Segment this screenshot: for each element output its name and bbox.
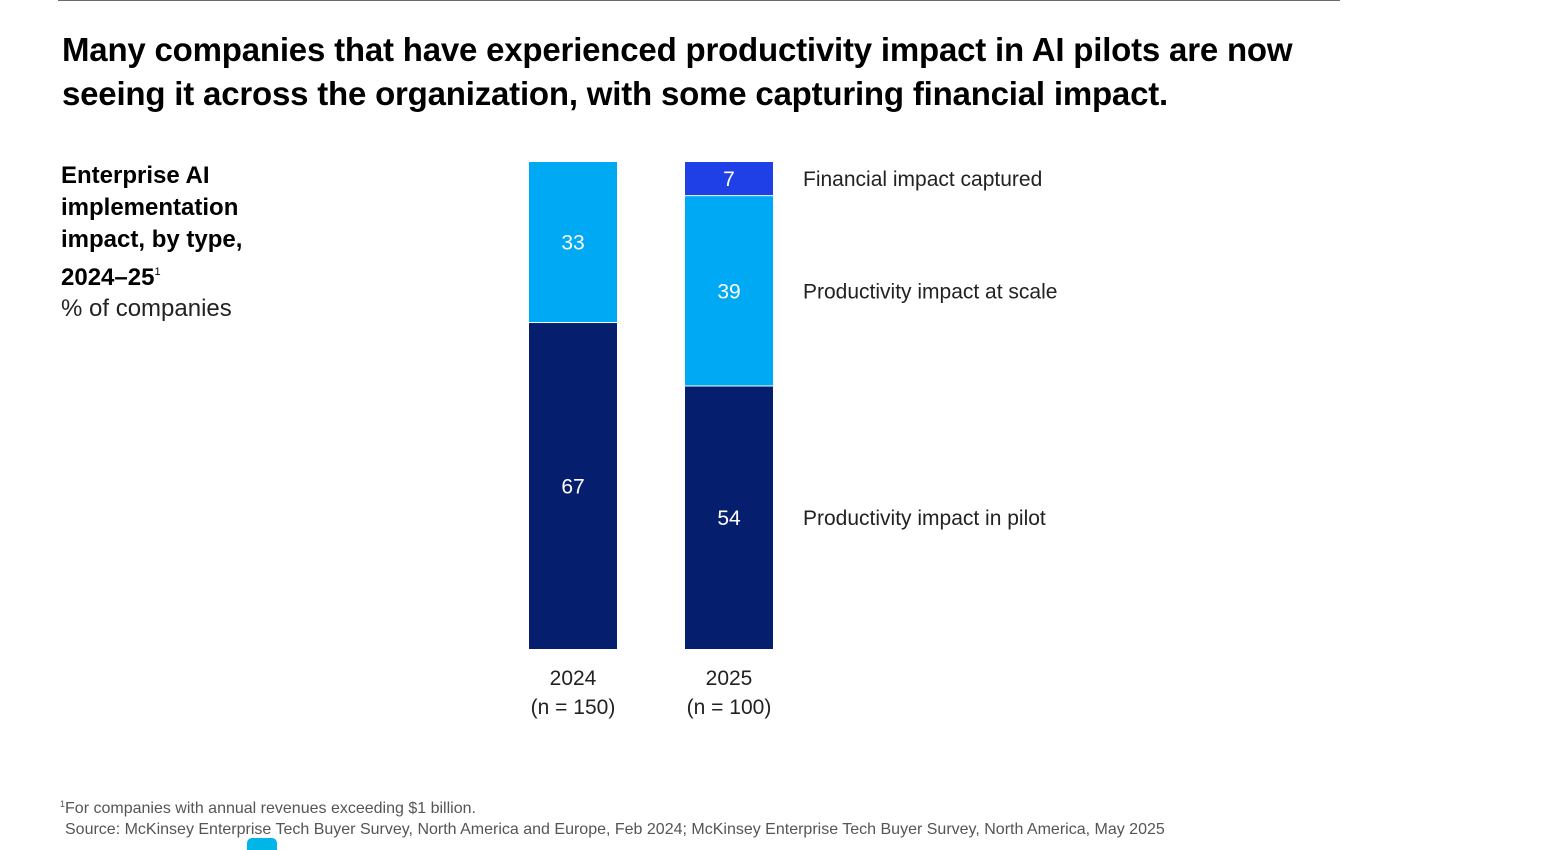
category-sublabel-2025: (n = 100) — [687, 696, 772, 719]
bar-value-label-2024-pilot: 67 — [561, 476, 584, 499]
bar-value-label-2025-pilot: 54 — [717, 507, 741, 530]
bar-segment-2025-scale — [685, 196, 773, 386]
footnote-marker: 1 — [60, 799, 66, 809]
chart-subtitle: Enterprise AI implementation impact, by … — [61, 160, 301, 294]
subtitle-footnote-marker: 1 — [154, 266, 161, 278]
top-rule — [58, 0, 1340, 1]
bar-segment-2024-scale — [529, 162, 617, 323]
chart-units: % of companies — [61, 295, 232, 322]
bar-value-label-2025-scale: 39 — [717, 280, 740, 303]
category-label-2025: 2025 — [706, 667, 753, 690]
chart-subtitle-text: Enterprise AI implementation impact, by … — [61, 162, 243, 291]
source-note: Source: McKinsey Enterprise Tech Buyer S… — [65, 821, 1165, 838]
bar-segment-2024-pilot — [529, 323, 617, 649]
subtitle-block: Enterprise AI implementation impact, by … — [61, 160, 361, 324]
legend-label-pilot: Productivity impact in pilot — [803, 507, 1046, 530]
accent-tab — [247, 838, 277, 850]
bar-segment-2025-pilot — [685, 386, 773, 649]
chart-title: Many companies that have experienced pro… — [62, 31, 1293, 112]
footnote-block: 1For companies with annual revenues exce… — [60, 794, 1165, 840]
legend-label-financial: Financial impact captured — [803, 168, 1042, 191]
footnote: 1For companies with annual revenues exce… — [60, 794, 1165, 819]
footnote-text: For companies with annual revenues excee… — [65, 800, 476, 817]
category-label-2024: 2024 — [550, 667, 597, 690]
bar-value-label-2024-scale: 33 — [561, 232, 584, 255]
legend-label-scale: Productivity impact at scale — [803, 280, 1057, 303]
bar-segment-2025-financial — [685, 162, 773, 196]
category-sublabel-2024: (n = 150) — [531, 696, 616, 719]
bar-value-label-2025-financial: 7 — [723, 168, 735, 191]
